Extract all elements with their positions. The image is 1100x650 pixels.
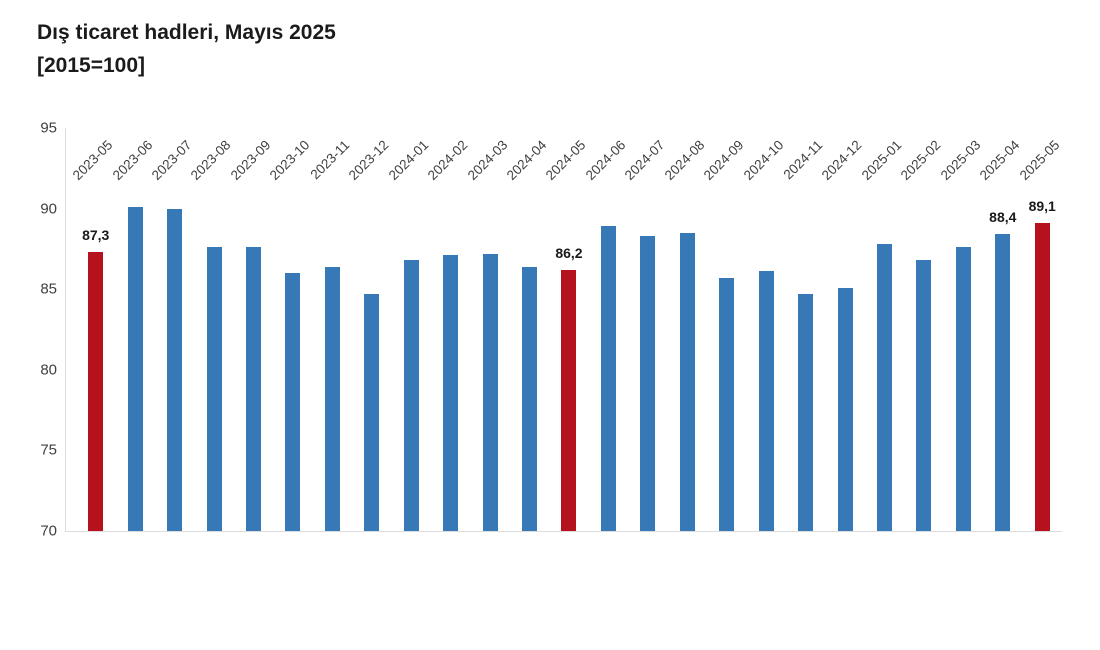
bar-slot: 86,2 2024-05 xyxy=(543,128,589,531)
bar-slot: 2025-02 xyxy=(898,128,944,531)
x-tick-label: 2024-09 xyxy=(700,137,747,183)
bar-slot: 2024-02 xyxy=(425,128,471,531)
x-tick-label: 2023-09 xyxy=(227,137,274,183)
bar-slot: 2024-09 xyxy=(701,128,747,531)
x-tick-label: 2024-05 xyxy=(543,137,589,183)
x-tick-label: 2024-12 xyxy=(819,137,865,183)
bar-slot: 2023-12 xyxy=(346,128,392,531)
chart-subtitle: [2015=100] xyxy=(37,54,146,77)
bar-2024-06 xyxy=(600,226,616,531)
bar-2024-01 xyxy=(403,260,419,531)
x-tick-label: 2025-02 xyxy=(898,137,944,183)
y-tick-label: 75 xyxy=(40,441,57,459)
x-tick-label: 2023-06 xyxy=(109,137,156,183)
bar-slot: 2025-03 xyxy=(938,128,983,531)
bar-2025-02 xyxy=(916,260,932,531)
bar-value-label: 88,4 xyxy=(989,209,1017,226)
bar-slot: 2024-12 xyxy=(819,128,865,531)
x-tick-label: 2023-07 xyxy=(148,137,195,183)
x-tick-label: 2025-04 xyxy=(977,137,1023,183)
bar-value-label: 87,3 xyxy=(82,227,110,244)
x-tick-label: 2024-08 xyxy=(661,137,708,183)
bar-slot: 2023-09 xyxy=(228,128,273,531)
bar-slot: 2024-10 xyxy=(740,128,786,531)
bar-value-label: 89,1 xyxy=(1028,198,1056,215)
bar-2025-01 xyxy=(876,244,892,531)
plot-area: 87,3 2023-05 2023-06 2023-07 2023-08 2023-09 2… xyxy=(65,128,1062,532)
bar-2023-10 xyxy=(285,273,301,531)
bar-slot: 2024-04 xyxy=(504,128,549,531)
bar-slot: 2023-11 xyxy=(307,128,352,531)
bar-2024-09 xyxy=(719,277,735,531)
bar-slot: 88,4 2025-04 xyxy=(977,128,1023,531)
bar-slot: 2024-08 xyxy=(662,128,707,531)
bar-2023-08 xyxy=(206,247,222,531)
bar-2024-04 xyxy=(522,266,538,531)
bar-slot: 89,1 2025-05 xyxy=(1016,128,1062,531)
bar-slot: 87,3 2023-05 xyxy=(70,128,116,531)
bar-slot: 2024-03 xyxy=(464,128,510,531)
y-tick-label: 95 xyxy=(40,119,57,137)
x-tick-label: 2024-11 xyxy=(780,137,826,183)
x-tick-label: 2025-03 xyxy=(937,137,984,183)
x-tick-label: 2024-04 xyxy=(503,137,550,183)
x-tick-label: 2025-01 xyxy=(858,137,905,183)
bar-slot: 2023-07 xyxy=(149,128,194,531)
bar-2024-11 xyxy=(798,294,814,531)
bar-2024-03 xyxy=(482,253,498,531)
title-block: Dış ticaret hadleri, Mayıs 2025 [2015=10… xyxy=(37,16,336,82)
bar-2025-03 xyxy=(955,247,971,531)
bar-slot: 2023-06 xyxy=(109,128,155,531)
bar-slot: 2024-01 xyxy=(385,128,431,531)
bar-slot: 2023-08 xyxy=(188,128,234,531)
bar-2023-11 xyxy=(324,266,340,531)
y-tick-label: 80 xyxy=(40,361,57,379)
bar-slot: 2023-10 xyxy=(267,128,313,531)
x-tick-label: 2024-02 xyxy=(424,137,471,183)
bar-2025-05 xyxy=(1034,223,1050,531)
bar-2025-04 xyxy=(995,234,1011,531)
x-tick-label: 2024-10 xyxy=(740,137,787,183)
x-tick-label: 2024-01 xyxy=(385,137,432,183)
x-tick-label: 2024-06 xyxy=(582,137,629,183)
x-tick-label: 2023-10 xyxy=(267,137,313,183)
bar-slot: 2024-11 xyxy=(781,128,825,531)
bar-2024-08 xyxy=(679,232,695,531)
bar-value-label: 86,2 xyxy=(555,244,583,261)
bar-2023-06 xyxy=(127,207,143,531)
bar-2024-12 xyxy=(837,287,853,531)
bar-slot: 2025-01 xyxy=(859,128,904,531)
bar-2023-09 xyxy=(245,247,261,531)
bar-slot: 2024-06 xyxy=(583,128,628,531)
x-tick-label: 2024-03 xyxy=(464,137,510,183)
y-tick-label: 70 xyxy=(40,522,57,540)
bar-2023-12 xyxy=(364,294,380,531)
bar-2023-07 xyxy=(167,208,183,531)
bar-2024-10 xyxy=(758,271,774,531)
bar-2024-07 xyxy=(640,236,656,531)
x-tick-label: 2023-11 xyxy=(307,137,353,183)
bar-slot: 2024-07 xyxy=(622,128,668,531)
bar-2024-05 xyxy=(561,269,577,531)
y-axis: 95 90 85 80 75 70 xyxy=(0,121,57,539)
y-tick-label: 85 xyxy=(40,280,57,298)
bar-2024-02 xyxy=(443,255,459,531)
x-tick-label: 2025-05 xyxy=(1016,137,1063,183)
bar-2023-05 xyxy=(88,252,104,531)
y-tick-label: 90 xyxy=(40,200,57,218)
x-tick-label: 2023-12 xyxy=(346,137,392,183)
chart-title: Dış ticaret hadleri, Mayıs 2025 xyxy=(37,21,336,44)
x-tick-label: 2023-05 xyxy=(69,137,116,183)
x-tick-label: 2024-07 xyxy=(622,137,668,183)
bars-container: 87,3 2023-05 2023-06 2023-07 2023-08 2023-09 2… xyxy=(66,128,1062,531)
x-tick-label: 2023-08 xyxy=(188,137,234,183)
